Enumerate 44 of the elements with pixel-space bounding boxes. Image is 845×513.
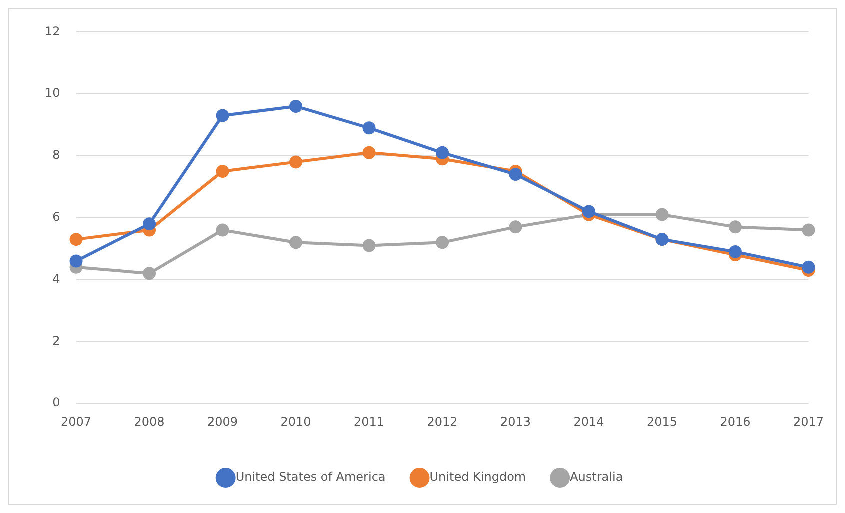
point — [802, 260, 816, 274]
y-tick-label: 8 — [52, 148, 60, 162]
point — [436, 236, 449, 250]
point — [362, 122, 376, 135]
x-tick-label: 2010 — [280, 414, 312, 429]
y-tick-label: 4 — [52, 272, 60, 286]
point — [362, 239, 376, 252]
point — [656, 208, 669, 222]
point — [728, 245, 742, 258]
x-tick-label: 2012 — [427, 414, 458, 429]
point — [436, 146, 449, 160]
y-tick-label: 12 — [44, 24, 60, 38]
x-tick-label: 2014 — [574, 414, 604, 429]
legend-label: United Kingdom — [430, 470, 526, 484]
x-tick-label: 2008 — [134, 414, 165, 429]
x-tick-label: 2009 — [207, 414, 238, 429]
y-tick-label: 10 — [44, 86, 60, 100]
point — [216, 224, 230, 237]
x-tick-label: 2017 — [793, 414, 824, 429]
point — [290, 100, 303, 113]
point — [728, 220, 742, 234]
point — [143, 218, 156, 231]
point — [216, 164, 230, 178]
y-tick-label: 6 — [52, 210, 60, 224]
point — [290, 156, 303, 169]
x-tick-label: 2011 — [354, 414, 385, 429]
y-tick-label: 0 — [52, 396, 60, 410]
point — [70, 233, 83, 246]
point — [509, 168, 522, 182]
point — [582, 205, 596, 218]
x-tick-label: 2015 — [646, 414, 678, 429]
legend-label: Australia — [570, 470, 624, 484]
x-tick-label: 2016 — [720, 414, 751, 429]
x-tick-label: 2013 — [500, 414, 532, 429]
point — [509, 220, 522, 234]
point — [290, 236, 303, 250]
point — [143, 267, 156, 280]
legend-label: United States of America — [236, 470, 386, 484]
point — [362, 146, 376, 160]
point — [802, 224, 816, 237]
y-tick-label: 2 — [52, 334, 60, 348]
point — [216, 109, 230, 122]
x-tick-label: 2007 — [60, 414, 92, 429]
point — [70, 254, 83, 268]
